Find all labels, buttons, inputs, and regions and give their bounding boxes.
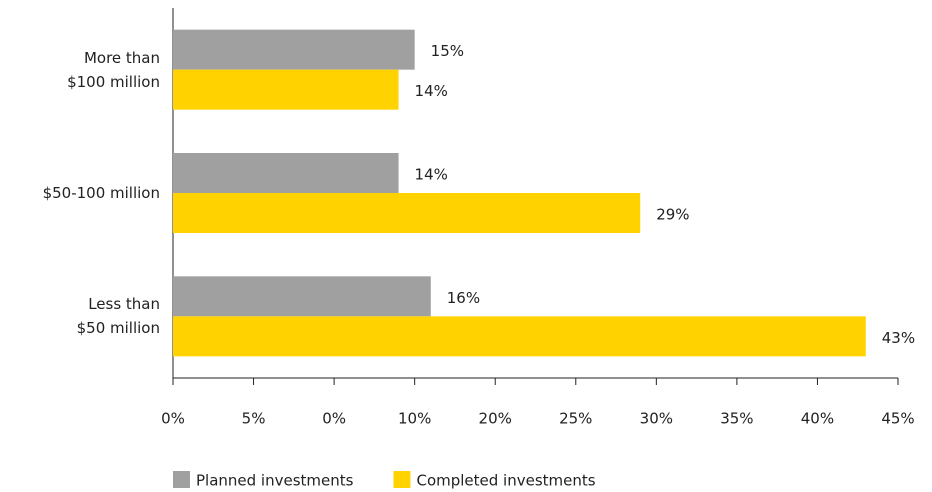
data-label: 29% [656, 206, 689, 224]
bar [173, 69, 399, 110]
x-tick-label: 10% [398, 410, 431, 428]
x-tick-label: 5% [242, 410, 266, 428]
x-tick-label: 0% [322, 410, 346, 428]
x-tick-label: 30% [640, 410, 673, 428]
legend-swatch [393, 471, 411, 488]
bar [173, 193, 641, 233]
data-label: 14% [415, 166, 448, 184]
x-tick-label: 40% [801, 410, 834, 428]
data-label: 14% [415, 82, 448, 100]
x-tick-label: 20% [479, 410, 512, 428]
data-label: 15% [431, 42, 464, 60]
x-tick-label: 0% [161, 410, 185, 428]
y-tick-label: $50-100 million [42, 184, 160, 202]
x-tick-label: 45% [881, 410, 914, 428]
bar [173, 29, 415, 70]
bar [173, 153, 399, 193]
bar [173, 276, 431, 317]
legend-swatch [173, 471, 190, 488]
legend-label: Completed investments [416, 472, 595, 490]
data-label: 16% [447, 289, 480, 307]
x-tick-label: 35% [720, 410, 753, 428]
bar [173, 316, 866, 357]
x-tick-label: 25% [559, 410, 592, 428]
y-tick-label: More than $100 million [67, 48, 160, 91]
y-tick-label: Less than $50 million [76, 295, 160, 338]
legend-label: Planned investments [196, 472, 354, 490]
data-label: 43% [882, 329, 915, 347]
